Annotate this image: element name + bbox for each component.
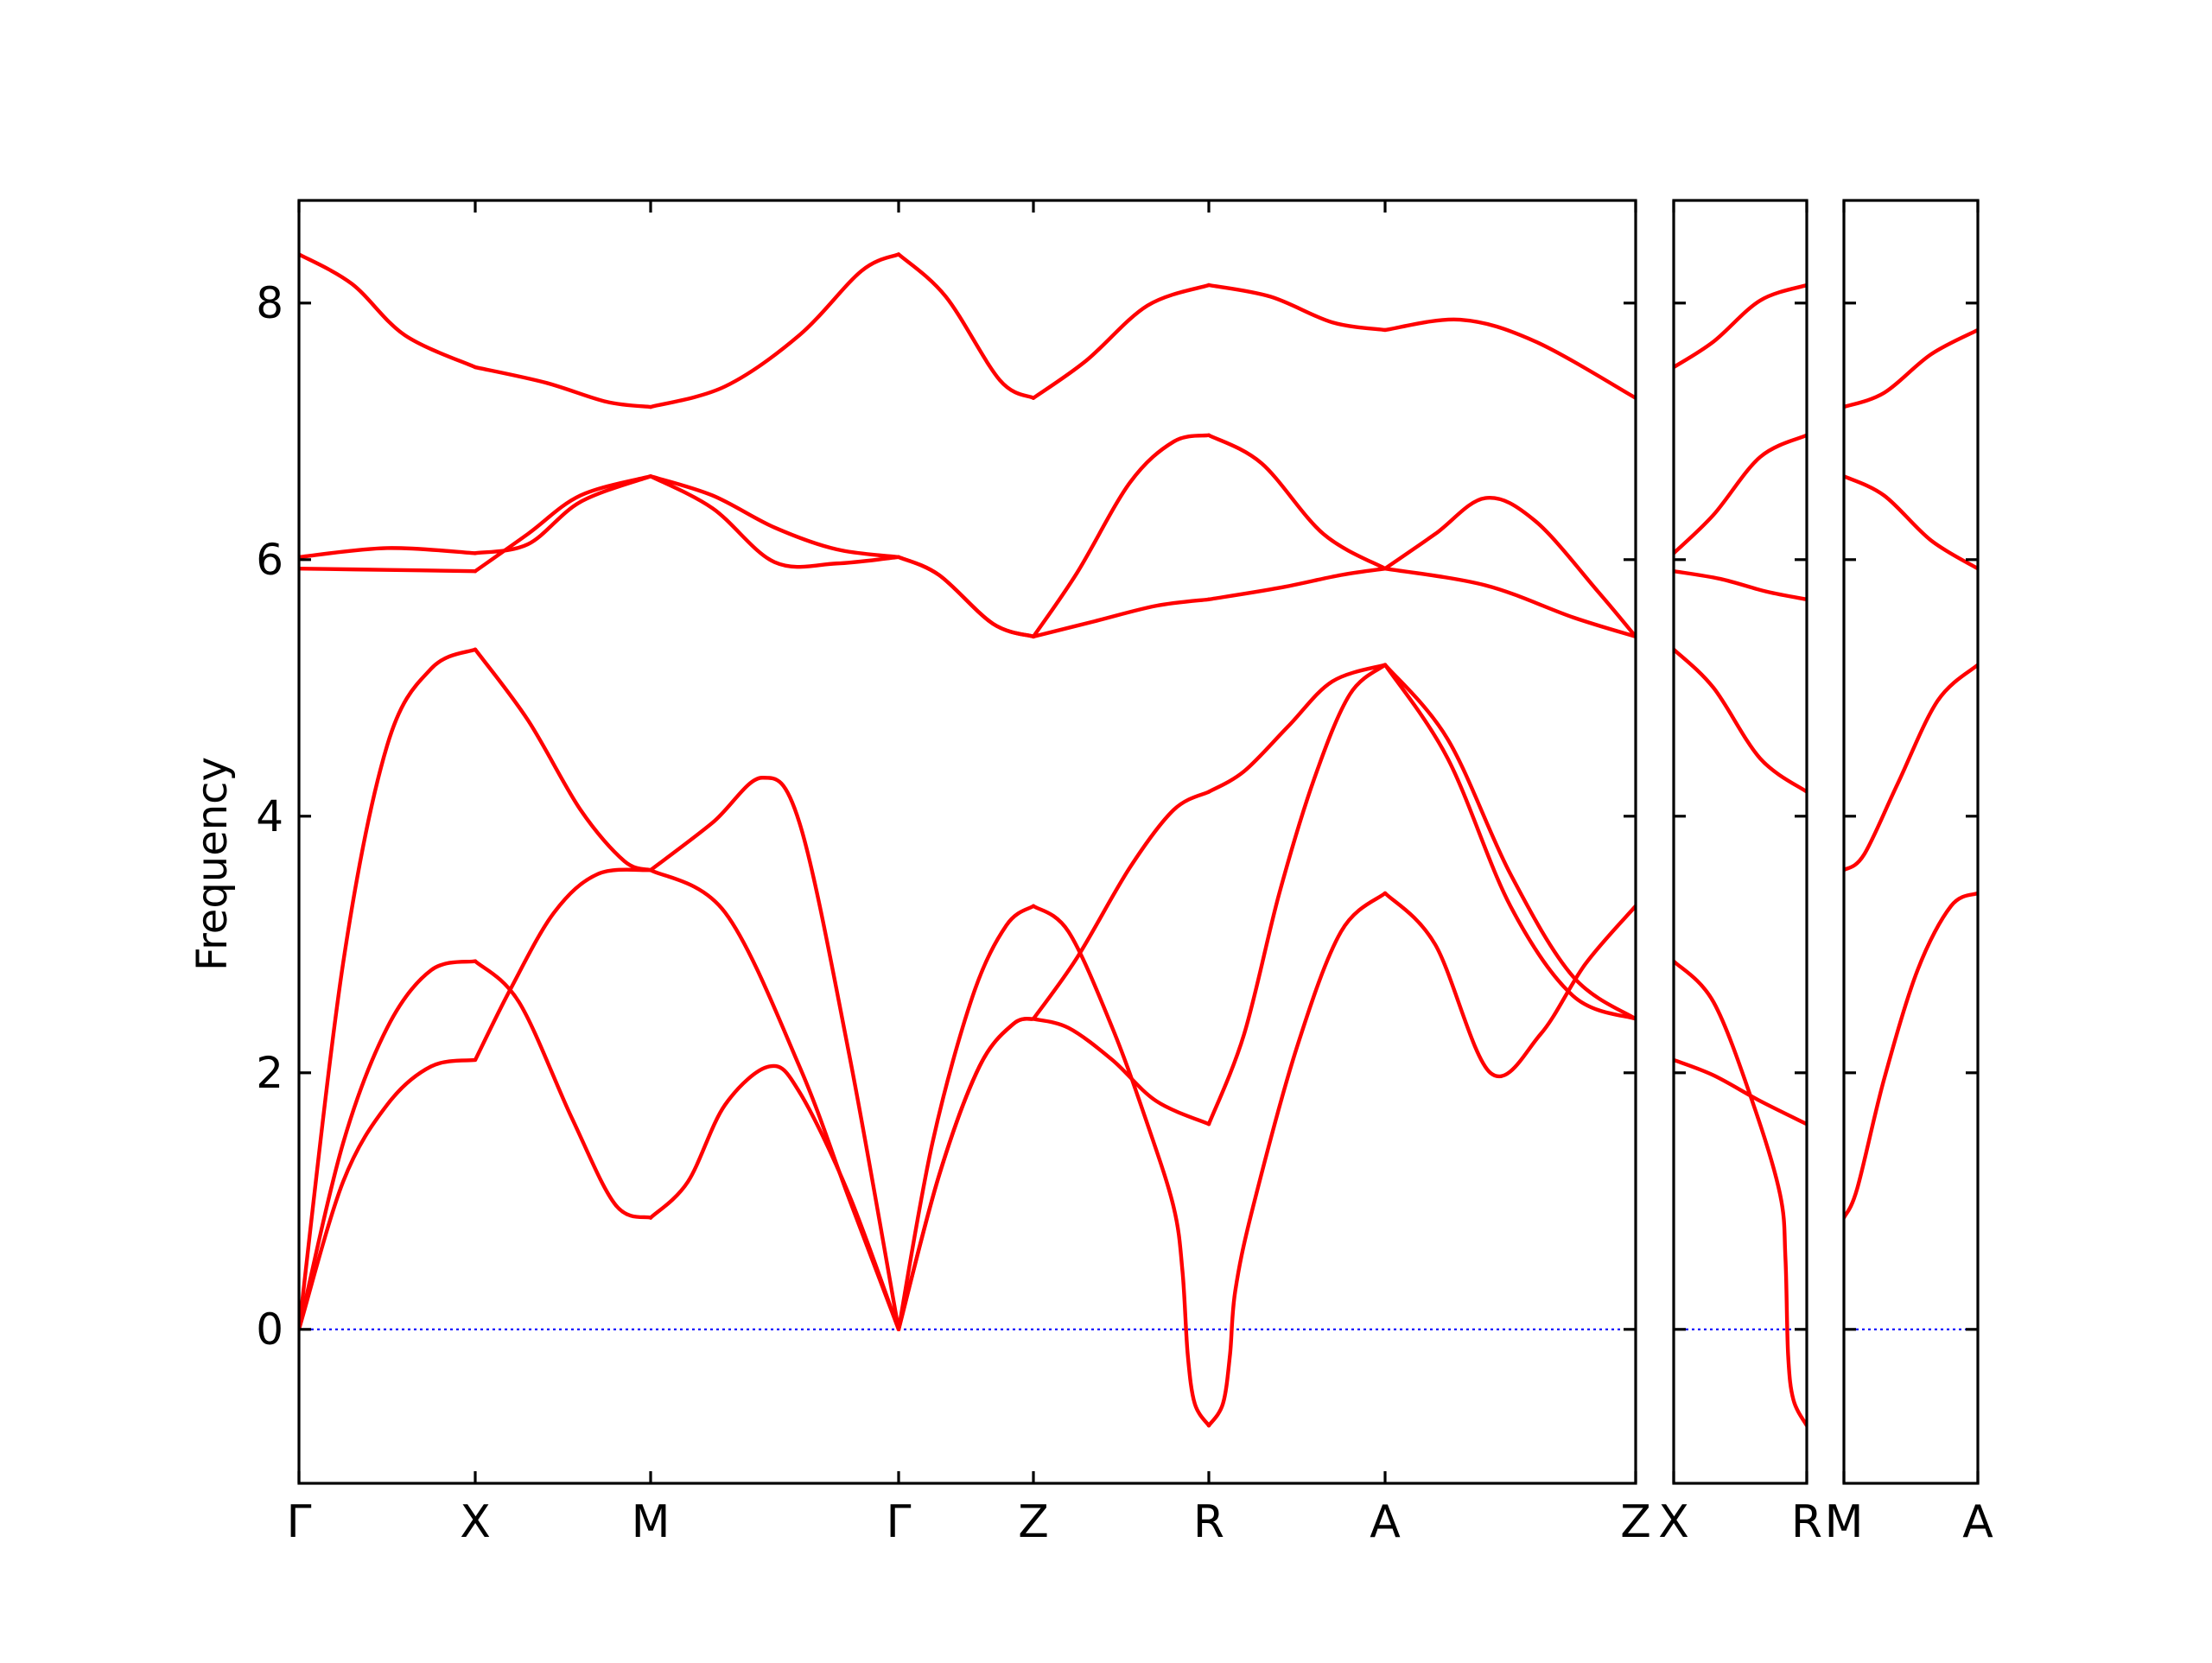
band-1-2-1 xyxy=(473,867,653,1063)
band-2-1-5 xyxy=(1674,433,1807,555)
band-1-3-5 xyxy=(648,474,901,560)
x-tick-label: X xyxy=(460,1496,491,1548)
band-1-1-4 xyxy=(299,566,478,574)
band-1-7-4 xyxy=(1382,566,1636,639)
band-1-3-6 xyxy=(648,252,901,409)
band-2-1-2 xyxy=(1674,1057,1807,1127)
axes-frame xyxy=(1672,199,1808,1485)
band-1-5-5 xyxy=(1031,433,1211,639)
axes-frame xyxy=(1842,199,1980,1485)
band-1-5-1 xyxy=(1031,904,1211,1428)
band-1-4-2 xyxy=(896,904,1036,1331)
band-1-5-6 xyxy=(1031,282,1211,400)
band-1-2-3 xyxy=(473,647,653,873)
bands xyxy=(299,252,1636,1428)
band-1-1-6 xyxy=(299,252,478,370)
band-1-1-1 xyxy=(299,1057,478,1331)
x-tick-label: Γ xyxy=(287,1496,312,1548)
x-tick-label: A xyxy=(1370,1496,1401,1548)
band-1-2-2 xyxy=(473,959,653,1220)
band-1-3-1 xyxy=(648,1063,901,1331)
band-1-6-6 xyxy=(1206,282,1388,333)
band-3-1-1 xyxy=(1844,891,1978,1220)
band-1-3-4 xyxy=(648,474,901,569)
band-1-6-1 xyxy=(1206,891,1388,1428)
y-tick-label: 8 xyxy=(256,278,283,328)
band-1-3-2 xyxy=(648,867,901,1331)
band-1-1-3 xyxy=(299,647,478,1331)
band-1-2-5 xyxy=(473,474,653,555)
band-1-5-2 xyxy=(1031,1017,1211,1127)
x-tick-label: A xyxy=(1962,1496,1993,1548)
x-tick-label: M xyxy=(1825,1496,1864,1548)
band-1-1-2 xyxy=(299,959,478,1331)
band-1-7-1 xyxy=(1382,891,1636,1079)
band-2-1-1 xyxy=(1674,959,1807,1428)
band-1-4-4 xyxy=(896,555,1036,639)
bands xyxy=(1674,282,1807,1428)
x-tick-label: Z xyxy=(1018,1496,1049,1548)
band-1-4-6 xyxy=(896,252,1036,400)
y-tick-label: 6 xyxy=(256,535,283,585)
band-1-3-3 xyxy=(648,776,901,1331)
band-1-7-3 xyxy=(1382,663,1636,1021)
band-1-6-2 xyxy=(1206,663,1388,1127)
band-1-4-1 xyxy=(896,1017,1036,1331)
band-3-1-3 xyxy=(1844,474,1978,571)
band-1-2-6 xyxy=(473,365,653,409)
band-1-7-2 xyxy=(1382,663,1636,1021)
band-2-1-6 xyxy=(1674,282,1807,370)
x-tick-label: R xyxy=(1791,1496,1822,1548)
band-1-7-6 xyxy=(1382,317,1636,400)
band-1-1-5 xyxy=(299,546,478,560)
band-1-6-5 xyxy=(1206,433,1388,571)
band-1-5-3 xyxy=(1031,790,1211,1021)
band-1-4-5 xyxy=(896,555,1036,639)
y-tick-label: 0 xyxy=(256,1304,283,1355)
panel-1: 0 2 4 6 8 Γ X M Γ Z R A Z xyxy=(256,199,1651,1548)
x-tick-label: Z xyxy=(1620,1496,1651,1548)
bands xyxy=(1844,327,1978,1220)
y-tick-label: 4 xyxy=(256,791,283,841)
y-tick-label: 2 xyxy=(256,1048,283,1098)
x-tick-label: X xyxy=(1658,1496,1689,1548)
band-3-1-2 xyxy=(1844,663,1978,873)
band-2-1-4 xyxy=(1674,568,1807,602)
band-2-1-3 xyxy=(1674,647,1807,794)
x-tick-label: R xyxy=(1193,1496,1224,1548)
band-1-4-3 xyxy=(896,1017,1036,1331)
band-1-7-5 xyxy=(1382,495,1636,639)
y-axis-label: Frequency xyxy=(188,757,237,971)
band-1-5-4 xyxy=(1031,597,1211,639)
band-1-6-4 xyxy=(1206,566,1388,602)
band-1-6-3 xyxy=(1206,663,1388,794)
band-3-1-4 xyxy=(1844,327,1978,409)
x-tick-label: Γ xyxy=(887,1496,912,1548)
band-1-2-4 xyxy=(473,474,653,574)
axes-frame xyxy=(297,199,1637,1485)
x-tick-label: M xyxy=(632,1496,671,1548)
